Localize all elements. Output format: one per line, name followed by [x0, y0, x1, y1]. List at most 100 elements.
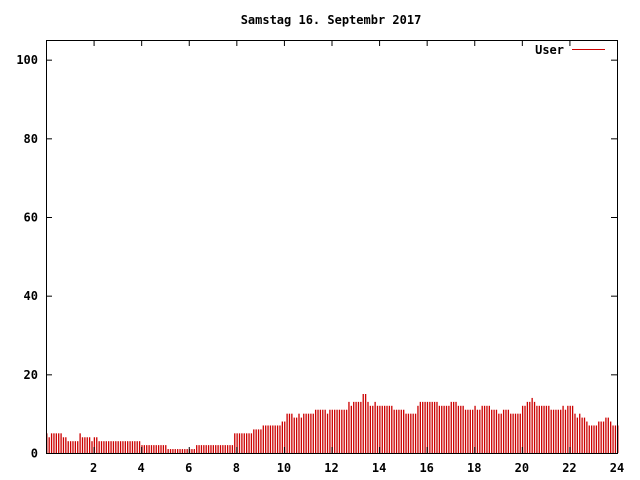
bar	[488, 405, 490, 453]
bar	[62, 437, 65, 453]
bar	[260, 429, 262, 453]
bar	[512, 413, 514, 453]
bar	[379, 405, 381, 453]
bar	[324, 409, 326, 453]
bar	[364, 394, 367, 453]
bar	[433, 401, 436, 453]
bar	[281, 421, 283, 453]
bar	[255, 429, 257, 453]
bar	[533, 401, 536, 453]
bar	[122, 441, 124, 453]
bar	[405, 413, 407, 453]
bar	[448, 405, 450, 453]
bar	[552, 409, 555, 453]
bar	[491, 409, 493, 453]
bar	[424, 401, 426, 453]
bar	[77, 441, 79, 453]
bar	[602, 421, 605, 453]
y-tick-label: 80	[24, 132, 38, 146]
bar	[474, 405, 476, 453]
x-tick-label: 10	[277, 461, 291, 475]
bar	[326, 413, 329, 453]
bar	[498, 413, 500, 453]
bar	[595, 425, 598, 453]
bar	[436, 401, 438, 453]
bar	[555, 409, 557, 453]
x-tick-label: 16	[419, 461, 433, 475]
bar	[134, 441, 136, 453]
bar	[136, 441, 138, 453]
bar	[357, 401, 360, 453]
bar	[167, 449, 169, 453]
bar	[550, 409, 552, 453]
bar	[457, 405, 460, 453]
bar	[334, 409, 336, 453]
bar	[205, 445, 207, 453]
bar	[338, 409, 341, 453]
bar	[495, 409, 498, 453]
bar	[579, 413, 581, 453]
bar	[129, 441, 131, 453]
bar	[455, 401, 457, 453]
bar	[291, 413, 293, 453]
bar	[253, 429, 255, 453]
bar	[217, 445, 219, 453]
y-tick-label: 40	[24, 289, 38, 303]
bar	[279, 425, 281, 453]
x-tick-label: 4	[138, 461, 145, 475]
bar	[69, 441, 72, 453]
bar	[526, 401, 529, 453]
bar	[407, 413, 410, 453]
bar	[400, 409, 402, 453]
bar	[110, 441, 112, 453]
bar	[571, 405, 574, 453]
bar	[262, 425, 264, 453]
bar	[112, 441, 115, 453]
bar	[243, 433, 245, 453]
bar	[293, 417, 295, 453]
bar	[438, 405, 441, 453]
bar	[614, 425, 617, 453]
bar	[284, 421, 286, 453]
bar	[562, 405, 564, 453]
bar	[224, 445, 226, 453]
bar	[538, 405, 540, 453]
bar	[203, 445, 205, 453]
bar	[143, 445, 146, 453]
bar	[419, 401, 421, 453]
bar	[329, 409, 331, 453]
bar	[155, 445, 157, 453]
bar	[257, 429, 260, 453]
bar	[493, 409, 495, 453]
bar	[307, 413, 310, 453]
x-axis-ticks: 2 4 6 8 10 12 14 16 18 20 22 24	[90, 40, 624, 475]
bar	[564, 409, 567, 453]
bar	[445, 405, 448, 453]
x-tick-label: 12	[324, 461, 338, 475]
bar	[598, 421, 600, 453]
bar	[536, 405, 538, 453]
bar	[398, 409, 400, 453]
legend-label-user: User	[535, 43, 564, 57]
plot-frame	[46, 40, 618, 454]
y-tick-label: 60	[24, 211, 38, 225]
bar	[298, 413, 300, 453]
x-tick-label: 18	[467, 461, 481, 475]
bar	[505, 409, 507, 453]
bar	[450, 401, 452, 453]
bar	[177, 449, 179, 453]
bar	[414, 413, 417, 453]
bar	[117, 441, 119, 453]
bar	[274, 425, 276, 453]
bar	[174, 449, 176, 453]
bar	[548, 405, 550, 453]
x-tick-label: 6	[185, 461, 192, 475]
x-tick-label: 24	[610, 461, 624, 475]
bar	[84, 437, 86, 453]
bar	[226, 445, 229, 453]
bar	[55, 433, 57, 453]
bar	[343, 409, 345, 453]
bar	[219, 445, 222, 453]
bar	[393, 409, 395, 453]
